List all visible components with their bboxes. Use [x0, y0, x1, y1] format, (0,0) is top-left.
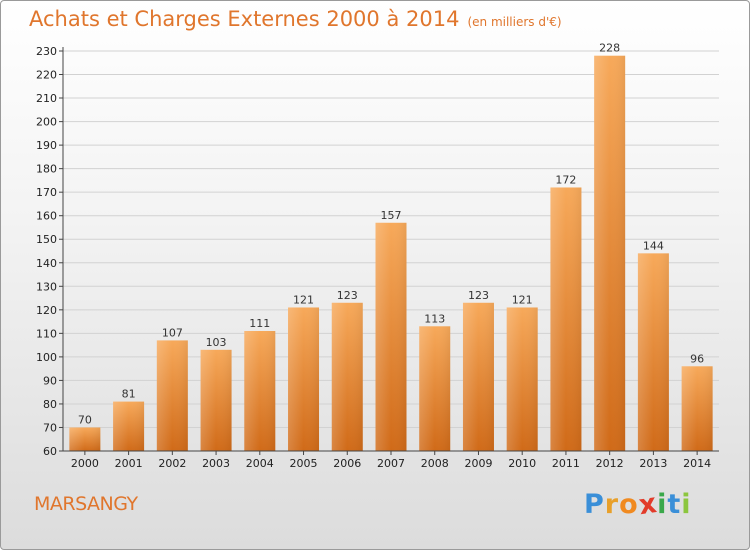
x-tick-label: 2011	[552, 457, 580, 470]
data-label: 123	[468, 289, 489, 302]
logo-letter: r	[604, 489, 620, 520]
data-labels: 70 81 107 103 111 121 123 157 113 123 121 172 228 144…	[78, 42, 704, 427]
y-tick-label: 130	[36, 280, 57, 293]
data-label: 144	[643, 239, 664, 252]
x-tick-label: 2000	[71, 457, 99, 470]
bar-shine	[113, 401, 145, 451]
bar-shine	[594, 55, 626, 452]
data-label: 70	[78, 413, 92, 426]
bar-shine	[244, 331, 276, 451]
x-tick-label: 2005	[290, 457, 318, 470]
logo-letter: o	[619, 489, 639, 520]
x-tick-label: 2007	[377, 457, 405, 470]
bar-shine	[637, 253, 669, 451]
y-tick-label: 110	[36, 327, 57, 340]
axes	[62, 47, 719, 452]
bar-shine	[419, 326, 451, 451]
x-tick-label: 2012	[596, 457, 624, 470]
chart-title: Achats et Charges Externes 2000 à 2014 (e…	[29, 7, 562, 31]
data-label: 121	[512, 293, 533, 306]
x-tick-label: 2003	[202, 457, 230, 470]
data-label: 172	[555, 173, 576, 186]
data-label: 81	[122, 388, 136, 401]
data-label: 111	[249, 317, 270, 330]
logo-letter: x	[636, 487, 660, 522]
y-tick-label: 60	[43, 445, 57, 458]
data-label: 228	[599, 42, 620, 55]
y-tick-label: 230	[36, 45, 57, 58]
x-axis-ticks: 2000 2001 2002 2003 2004 2005 2006 2007 2008 2009…	[71, 451, 711, 470]
bar-shine	[462, 302, 494, 451]
y-tick-label: 120	[36, 304, 57, 317]
bar-shine	[200, 349, 232, 451]
y-tick-label: 70	[43, 421, 57, 434]
data-label: 157	[381, 209, 402, 222]
y-tick-label: 150	[36, 233, 57, 246]
y-tick-label: 210	[36, 92, 57, 105]
y-tick-label: 170	[36, 186, 57, 199]
y-tick-label: 160	[36, 210, 57, 223]
data-label: 113	[424, 312, 445, 325]
y-tick-label: 80	[43, 398, 57, 411]
y-tick-label: 100	[36, 351, 57, 364]
data-label: 123	[337, 289, 358, 302]
y-tick-label: 140	[36, 257, 57, 270]
x-tick-label: 2014	[683, 457, 711, 470]
bar-shine	[69, 427, 101, 451]
x-tick-label: 2013	[639, 457, 667, 470]
y-tick-label: 220	[36, 69, 57, 82]
y-axis-ticks: 60 70 80 90 100 110 120 130 140 150 160 170 180 190 20…	[36, 45, 63, 458]
x-tick-label: 2008	[421, 457, 449, 470]
x-tick-label: 2006	[333, 457, 361, 470]
x-tick-label: 2001	[115, 457, 143, 470]
logo-letter: P	[584, 489, 605, 520]
logo-letter: i	[657, 489, 668, 520]
chart-unit: (en milliers d'€)	[467, 15, 562, 29]
y-tick-label: 190	[36, 139, 57, 152]
x-tick-label: 2002	[158, 457, 186, 470]
bar-shine	[288, 307, 320, 451]
x-tick-label: 2010	[508, 457, 536, 470]
proxiti-logo: Proxiti	[584, 487, 692, 522]
y-tick-label: 90	[43, 374, 57, 387]
logo-letter: t	[667, 489, 682, 520]
x-tick-label: 2004	[246, 457, 274, 470]
data-label: 121	[293, 293, 314, 306]
y-tick-label: 200	[36, 116, 57, 129]
data-label: 107	[162, 326, 183, 339]
data-label: 103	[206, 336, 227, 349]
bar-shine	[375, 222, 407, 451]
bar-shine	[331, 302, 363, 451]
y-tick-label: 180	[36, 163, 57, 176]
bar-shine	[681, 366, 713, 451]
chart-title-text: Achats et Charges Externes 2000 à 2014	[29, 7, 460, 31]
logo-letter: i	[681, 489, 692, 520]
place-name: MARSANGY	[34, 493, 138, 515]
bars	[69, 55, 713, 452]
x-tick-label: 2009	[464, 457, 492, 470]
bar-shine	[156, 340, 188, 451]
bar-shine	[506, 307, 538, 451]
data-label: 96	[690, 352, 704, 365]
bar-shine	[550, 187, 582, 451]
